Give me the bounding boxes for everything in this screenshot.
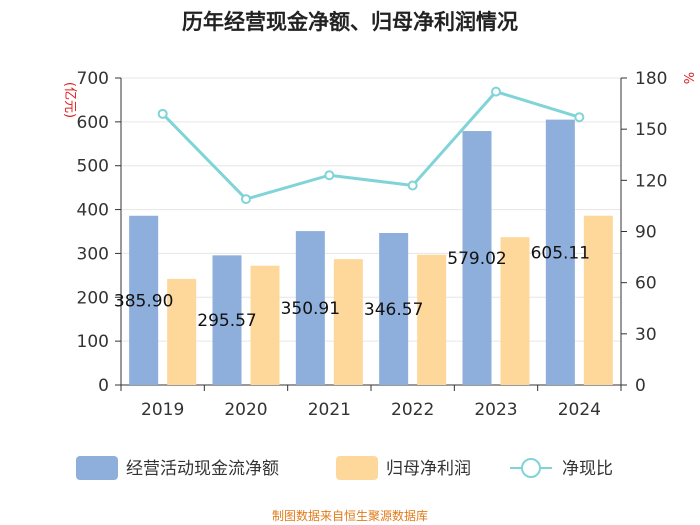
left-tick-label: 300 bbox=[77, 244, 109, 264]
point-ratio bbox=[407, 180, 418, 191]
right-tick-label: 0 bbox=[635, 376, 646, 396]
data-label-operating-cashflow: 350.91 bbox=[281, 299, 340, 319]
left-tick-label: 200 bbox=[77, 288, 109, 308]
bar-net-profit bbox=[500, 237, 530, 385]
x-tick-label: 2023 bbox=[474, 400, 517, 420]
bar-operating-cashflow bbox=[545, 119, 575, 386]
bar-net-profit bbox=[583, 215, 613, 385]
chart-title: 历年经营现金净额、归母净利润情况 bbox=[182, 10, 518, 34]
data-label-operating-cashflow: 346.57 bbox=[364, 300, 423, 320]
bar-net-profit bbox=[417, 254, 447, 385]
source-note: 制图数据来自恒生聚源数据库 bbox=[272, 508, 428, 523]
left-tick-label: 600 bbox=[77, 113, 109, 133]
right-tick-label: 90 bbox=[635, 223, 657, 243]
x-tick-label: 2022 bbox=[391, 400, 434, 420]
bar-operating-cashflow bbox=[212, 255, 242, 385]
left-tick-label: 500 bbox=[77, 157, 109, 177]
bar-series bbox=[129, 119, 613, 386]
bar-net-profit bbox=[167, 278, 197, 385]
point-ratio bbox=[241, 194, 251, 205]
bar-net-profit bbox=[333, 259, 363, 385]
bar-operating-cashflow bbox=[129, 215, 159, 385]
legend-label-net-profit: 归母净利润 bbox=[386, 459, 471, 479]
legend-label-operating-cashflow: 经营活动现金流净额 bbox=[126, 459, 279, 479]
legend-swatch-operating-cashflow bbox=[76, 456, 118, 480]
line-series bbox=[157, 86, 585, 205]
point-ratio bbox=[157, 108, 168, 119]
point-ratio bbox=[574, 112, 585, 123]
left-axis: 0 100 200 300 400 500 600 700 bbox=[77, 69, 122, 396]
left-tick-label: 400 bbox=[77, 201, 109, 221]
right-tick-label: 180 bbox=[635, 69, 667, 89]
right-tick-label: 150 bbox=[635, 120, 667, 140]
data-label-operating-cashflow: 295.57 bbox=[197, 311, 256, 331]
bar-operating-cashflow bbox=[462, 131, 492, 385]
left-tick-label: 700 bbox=[77, 69, 109, 89]
data-label-operating-cashflow: 385.90 bbox=[114, 291, 173, 311]
legend-marker-ratio bbox=[521, 458, 541, 478]
x-axis-ticks: 2019 2020 2021 2022 2023 2024 bbox=[120, 385, 622, 420]
point-ratio bbox=[491, 86, 501, 97]
x-tick-label: 2024 bbox=[558, 400, 601, 420]
x-tick-label: 2021 bbox=[308, 400, 351, 420]
right-axis: 0 30 60 90 120 150 180 bbox=[620, 69, 667, 396]
right-axis-unit: % bbox=[680, 72, 695, 84]
legend-label-ratio: 净现比 bbox=[562, 459, 613, 479]
data-labels: 385.90 295.57 350.91 346.57 579.02 605.11 bbox=[114, 243, 590, 331]
bar-operating-cashflow bbox=[295, 231, 325, 385]
right-tick-label: 120 bbox=[635, 171, 667, 191]
legend: 经营活动现金流净额 归母净利润 净现比 bbox=[76, 456, 613, 480]
right-tick-label: 60 bbox=[635, 274, 657, 294]
legend-swatch-net-profit bbox=[336, 456, 378, 480]
left-tick-label: 0 bbox=[98, 376, 109, 396]
bar-operating-cashflow bbox=[379, 233, 409, 385]
x-tick-label: 2019 bbox=[141, 400, 184, 420]
bar-net-profit bbox=[250, 265, 280, 385]
x-tick-label: 2020 bbox=[224, 400, 267, 420]
grid-lines bbox=[121, 77, 621, 342]
left-tick-label: 100 bbox=[77, 332, 109, 352]
data-label-operating-cashflow: 579.02 bbox=[447, 249, 506, 269]
right-tick-label: 30 bbox=[635, 325, 657, 345]
data-label-operating-cashflow: 605.11 bbox=[531, 243, 590, 263]
line-ratio bbox=[161, 89, 580, 201]
point-ratio bbox=[324, 170, 335, 181]
left-axis-unit: (亿元) bbox=[62, 82, 77, 118]
